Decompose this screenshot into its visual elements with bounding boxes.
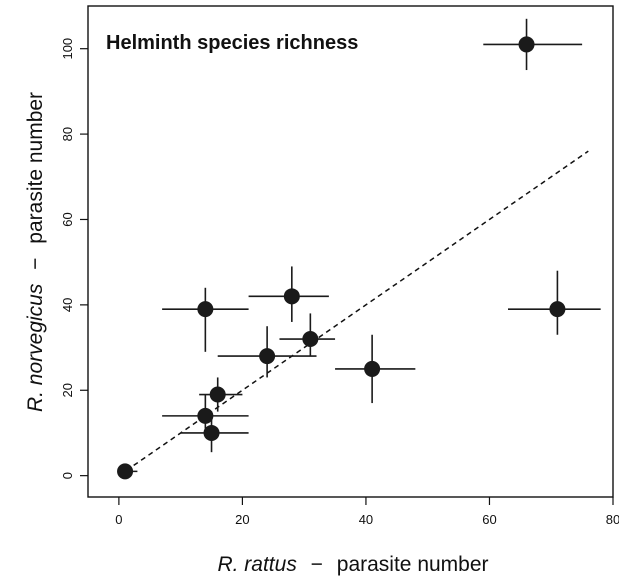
point-marker bbox=[209, 386, 226, 403]
data-point bbox=[279, 313, 336, 357]
data-point bbox=[180, 411, 249, 453]
y-axis: 0 20 40 60 80 100 bbox=[60, 38, 88, 479]
point-marker bbox=[302, 331, 319, 348]
x-tick-label: 20 bbox=[235, 512, 249, 527]
point-marker bbox=[364, 360, 381, 377]
y-axis-species: R. norvegicus bbox=[24, 283, 47, 412]
x-tick-label: 0 bbox=[115, 512, 122, 527]
x-axis-rest: parasite number bbox=[337, 553, 489, 576]
y-tick-label: 60 bbox=[60, 212, 75, 226]
x-axis-species: R. rattus bbox=[217, 553, 297, 576]
point-marker bbox=[549, 301, 566, 318]
data-point bbox=[217, 326, 317, 378]
data-point bbox=[248, 266, 329, 322]
data-point bbox=[335, 334, 416, 404]
point-marker bbox=[283, 288, 300, 305]
data-point bbox=[199, 377, 243, 412]
trend-line-group bbox=[118, 150, 589, 477]
data-point bbox=[162, 394, 249, 429]
x-axis-dash: − bbox=[311, 553, 323, 576]
point-marker bbox=[259, 348, 276, 365]
trend-line bbox=[118, 150, 589, 477]
x-tick-label: 80 bbox=[606, 512, 619, 527]
data-point bbox=[483, 18, 583, 71]
data-point bbox=[508, 270, 601, 335]
data-points bbox=[117, 18, 601, 480]
x-tick-label: 40 bbox=[359, 512, 373, 527]
y-tick-label: 40 bbox=[60, 298, 75, 312]
y-tick-label: 20 bbox=[60, 383, 75, 397]
y-axis-dash: − bbox=[24, 258, 47, 270]
point-marker bbox=[203, 424, 220, 441]
data-point bbox=[162, 287, 249, 352]
data-point bbox=[117, 463, 138, 480]
x-axis: 0 20 40 60 80 bbox=[115, 497, 619, 527]
x-axis-title: R. rattus − parasite number bbox=[217, 553, 488, 576]
point-marker bbox=[197, 301, 214, 318]
point-marker bbox=[117, 463, 134, 480]
point-marker bbox=[197, 407, 214, 424]
y-axis-title: R. norvegicus − parasite number bbox=[24, 92, 47, 412]
x-tick-label: 60 bbox=[482, 512, 496, 527]
chart-title: Helminth species richness bbox=[106, 32, 358, 54]
y-tick-label: 0 bbox=[60, 472, 75, 479]
y-tick-label: 100 bbox=[60, 38, 75, 60]
y-tick-label: 80 bbox=[60, 127, 75, 141]
y-axis-rest: parasite number bbox=[24, 92, 47, 244]
plot-frame bbox=[87, 5, 614, 498]
point-marker bbox=[518, 36, 535, 53]
